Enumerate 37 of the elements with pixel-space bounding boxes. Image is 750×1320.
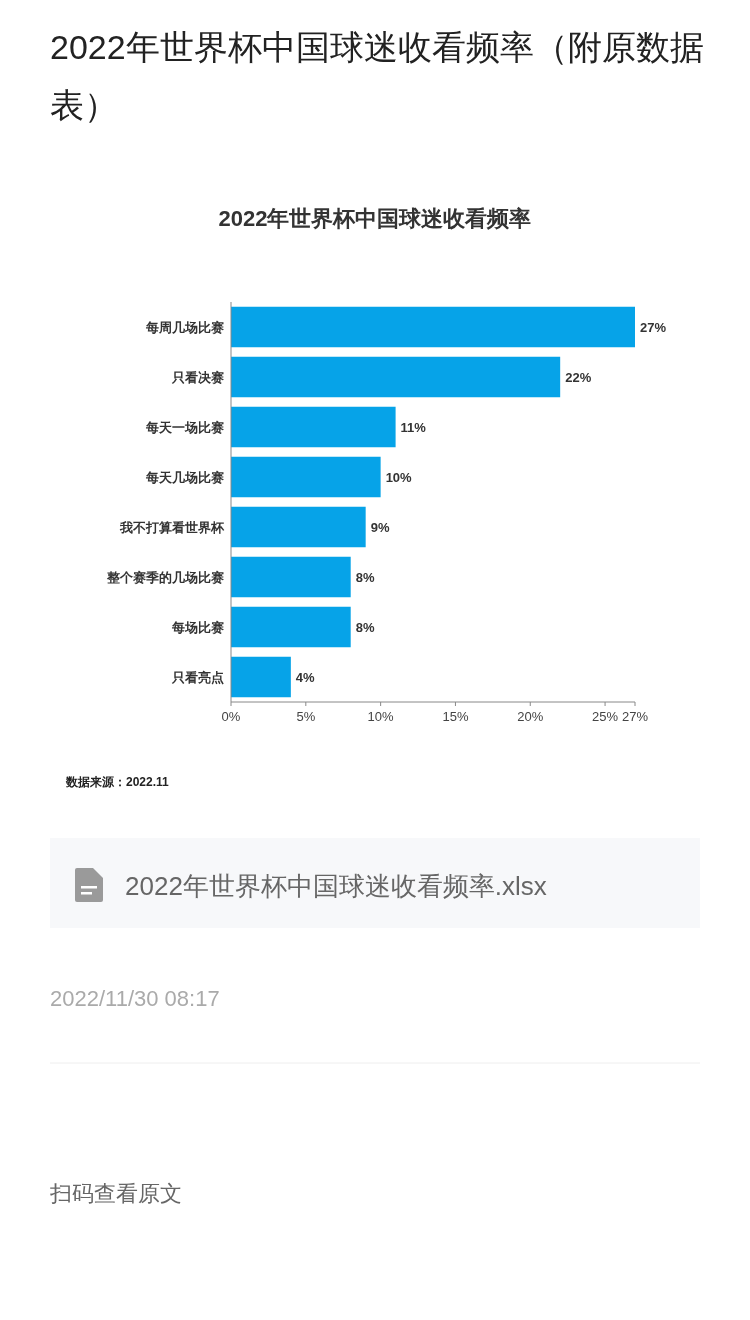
- source-note: 数据来源：2022.11: [65, 775, 170, 789]
- y-tick-label: 每场比赛: [171, 620, 224, 635]
- data-label: 8%: [355, 570, 375, 585]
- bar: [231, 556, 351, 598]
- bar: [231, 406, 396, 448]
- x-tick-label: 27%: [621, 709, 649, 724]
- y-tick-label: 只看决赛: [171, 370, 224, 385]
- data-label: 27%: [640, 320, 667, 335]
- chart-title: 2022年世界杯中国球迷收看频率（附原数据表）: [50, 27, 705, 126]
- x-tick-label: 5%: [296, 709, 316, 724]
- bar: [231, 456, 381, 498]
- chart-subtitle: 2022年世界杯中国球迷收看频率: [218, 206, 532, 231]
- bar: [231, 506, 366, 548]
- y-tick-label: 只看亮点: [171, 670, 224, 685]
- y-tick-label: 我不打算看世界杯: [119, 520, 225, 535]
- text: 扫码查看原文: [49, 1181, 182, 1206]
- text: 2022/11/30 08:17: [50, 986, 220, 1011]
- y-tick-label: 每周几场比赛: [145, 320, 224, 335]
- data-label: 10%: [385, 470, 413, 485]
- data-label: 22%: [565, 370, 592, 385]
- y-tick-label: 每天一场比赛: [145, 420, 224, 435]
- bar: [231, 656, 291, 698]
- bar: [231, 606, 351, 648]
- y-tick-label: 整个赛季的几场比赛: [106, 570, 224, 585]
- bar: [231, 306, 635, 348]
- data-label: 4%: [295, 670, 316, 685]
- x-tick-label: 20%: [517, 709, 544, 724]
- data-label: 9%: [370, 520, 390, 535]
- y-tick-label: 每天几场比赛: [145, 470, 224, 485]
- data-label: 11%: [400, 420, 427, 435]
- data-label: 8%: [355, 620, 375, 635]
- x-tick-label: 0%: [221, 709, 241, 724]
- text: 2022年世界杯中国球迷收看频率.xlsx: [125, 871, 547, 901]
- x-tick-label: 15%: [442, 709, 469, 724]
- x-tick-label: 25%: [592, 709, 619, 724]
- bar: [231, 356, 561, 398]
- x-tick-label: 10%: [367, 709, 395, 724]
